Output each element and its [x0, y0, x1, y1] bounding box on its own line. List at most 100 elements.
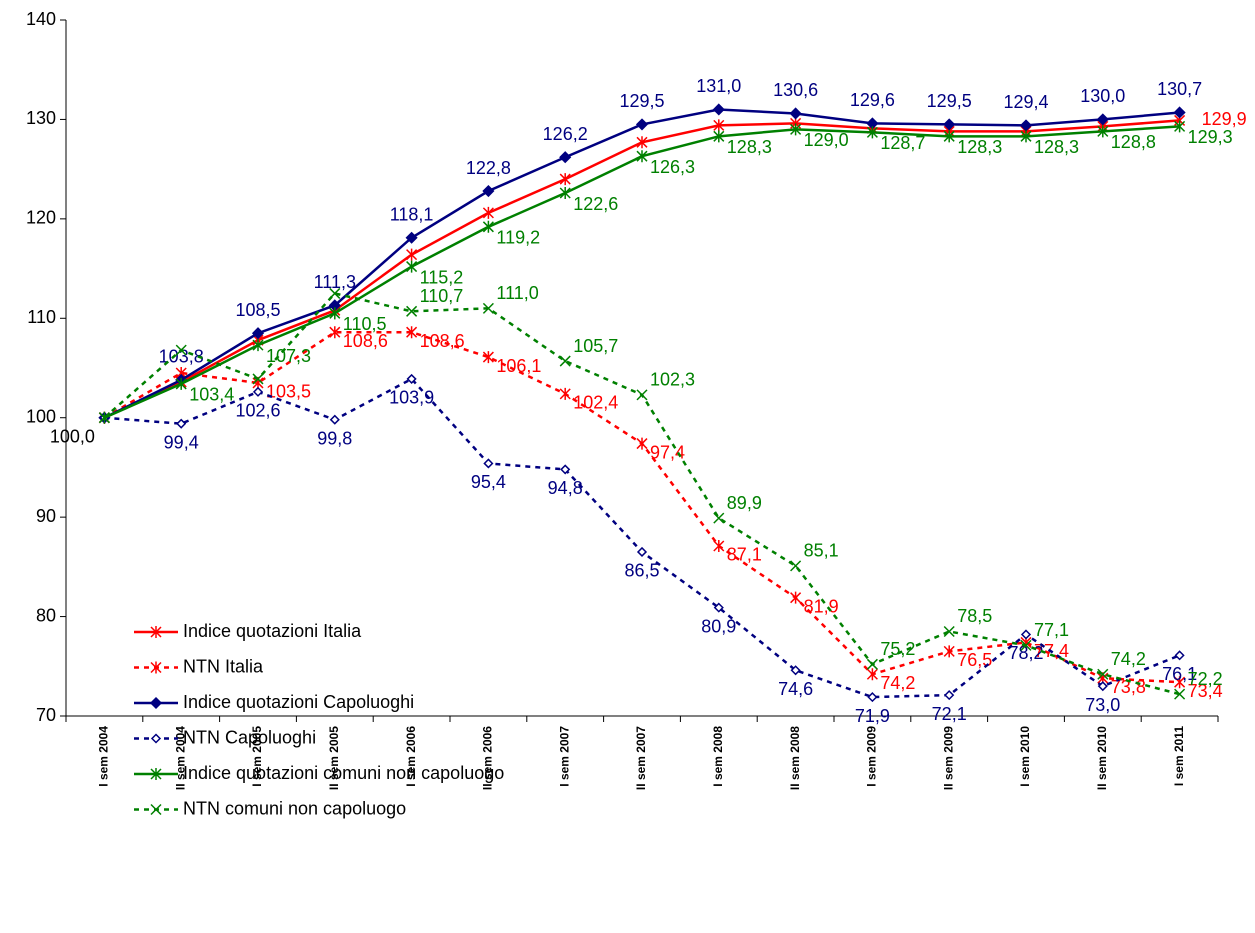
marker: [482, 351, 494, 364]
data-label: 110,5: [343, 314, 387, 334]
marker: [636, 437, 648, 450]
legend-marker: [150, 803, 162, 816]
data-label: 106,1: [496, 356, 541, 376]
data-label: 129,0: [804, 130, 849, 150]
marker: [406, 373, 417, 384]
data-label: 122,8: [466, 158, 511, 178]
data-label: 103,9: [389, 388, 434, 408]
marker: [790, 665, 801, 676]
marker: [98, 412, 110, 424]
series: 110,7 111,0 105,7 102,3 89,9 85,1 75,2 78,5 77,1…: [98, 283, 1223, 700]
series-line: [103, 119, 1180, 419]
marker: [482, 220, 494, 233]
legend-label: NTN Capoluoghi: [183, 727, 316, 747]
marker: [252, 339, 264, 352]
data-label: 130,0: [1080, 86, 1125, 106]
marker: [1096, 113, 1109, 126]
y-tick-label: 140: [26, 9, 56, 29]
marker: [559, 151, 572, 164]
data-label: 103,4: [189, 385, 234, 405]
marker: [406, 305, 418, 317]
marker: [176, 418, 187, 429]
data-label: 128,3: [727, 137, 772, 157]
data-label: 94,8: [548, 478, 583, 498]
marker: [559, 355, 571, 367]
marker: [713, 512, 725, 524]
marker: [1020, 130, 1032, 143]
marker: [482, 302, 494, 314]
marker: [329, 307, 341, 320]
legend-item: NTN comuni non capoluogo: [134, 798, 406, 818]
data-label: 128,3: [957, 137, 1002, 157]
data-label: 118,1: [390, 204, 434, 224]
data-label: 74,2: [880, 673, 915, 693]
legend-label: Indice quotazioni Italia: [183, 621, 362, 641]
marker: [1174, 120, 1186, 133]
y-tick-label: 70: [36, 705, 56, 725]
x-tick-label: II sem 2010: [1095, 726, 1109, 790]
data-label: 97,4: [650, 442, 685, 462]
data-label: 102,6: [235, 401, 280, 421]
marker: [559, 387, 571, 400]
data-label: 76,5: [957, 650, 992, 670]
marker: [329, 326, 341, 339]
data-label: 129,6: [850, 90, 895, 110]
marker: [405, 231, 418, 244]
legend-item: Indice quotazioni Italia: [134, 621, 362, 641]
y-tick-label: 90: [36, 506, 56, 526]
x-tick-label: I sem 2006: [404, 726, 418, 787]
data-label: 74,2: [1111, 649, 1146, 669]
data-label: 81,9: [804, 596, 839, 616]
marker: [713, 119, 725, 132]
data-label: 73,0: [1085, 695, 1120, 715]
marker: [636, 136, 648, 149]
data-label: 103,5: [266, 382, 311, 402]
data-label: 126,3: [650, 157, 695, 177]
marker: [329, 287, 341, 299]
data-label: 100,0: [50, 426, 95, 446]
data-label: 85,1: [804, 541, 839, 561]
x-tick-label: II sem 2006: [481, 726, 495, 790]
marker: [251, 327, 265, 340]
marker: [1174, 650, 1185, 661]
x-tick-label: II sem 2009: [941, 726, 955, 790]
legend-label: Indice quotazioni comuni non capoluogo: [183, 763, 504, 783]
x-tick-label: II sem 2005: [327, 726, 341, 790]
marker: [713, 539, 725, 552]
data-label: 99,4: [164, 432, 199, 452]
data-label: 73,4: [1188, 681, 1223, 701]
marker: [1097, 668, 1109, 680]
marker: [1020, 629, 1032, 640]
x-tick-label: I sem 2004: [97, 726, 111, 787]
marker: [1174, 676, 1186, 689]
legend-label: NTN Italia: [183, 656, 264, 676]
data-label: 74,6: [778, 679, 813, 699]
data-label: 111,0: [496, 283, 538, 303]
marker: [943, 625, 955, 638]
legend-label: NTN comuni non capoluogo: [183, 798, 406, 818]
series: 99,4 102,6 99,8 103,9 95,4 94,8 86,5 80,9 74,6 71…: [99, 373, 1197, 726]
data-label: 122,6: [573, 194, 618, 214]
legend-item: NTN Italia: [134, 656, 264, 676]
marker: [483, 458, 494, 469]
data-label: 75,2: [880, 639, 915, 659]
marker: [252, 373, 264, 385]
y-tick-label: 110: [27, 307, 56, 327]
data-label: 78,5: [957, 606, 992, 626]
data-label: 131,0: [696, 76, 741, 96]
data-label: 102,3: [650, 370, 695, 390]
legend-marker: [150, 661, 162, 674]
data-label: 115,2: [420, 267, 464, 287]
marker: [559, 187, 571, 200]
marker: [635, 118, 649, 131]
marker: [252, 386, 264, 397]
data-label: 129,4: [1003, 92, 1048, 112]
marker: [406, 248, 418, 261]
data-label: 119,2: [496, 228, 540, 248]
marker: [406, 260, 418, 273]
series: 103,4 107,3 110,5 115,2 119,2 122,6 126,3 128,3…: [98, 120, 1233, 424]
data-label: 128,7: [880, 133, 925, 153]
marker: [482, 184, 495, 198]
data-label: 102,4: [573, 393, 618, 413]
